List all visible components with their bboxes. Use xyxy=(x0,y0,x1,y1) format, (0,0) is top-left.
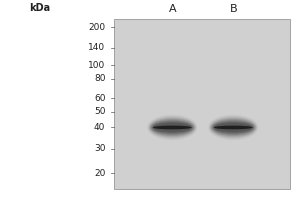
Ellipse shape xyxy=(212,120,254,134)
Ellipse shape xyxy=(152,121,193,134)
Ellipse shape xyxy=(212,120,255,135)
Text: 50: 50 xyxy=(94,107,105,116)
Text: 30: 30 xyxy=(94,144,105,153)
Ellipse shape xyxy=(213,121,254,134)
Ellipse shape xyxy=(211,119,255,136)
Text: B: B xyxy=(230,4,237,14)
Text: 80: 80 xyxy=(94,74,105,83)
Ellipse shape xyxy=(150,118,195,137)
Text: 40: 40 xyxy=(94,123,105,132)
Text: kDa: kDa xyxy=(29,3,51,13)
Text: 60: 60 xyxy=(94,94,105,103)
Text: 140: 140 xyxy=(88,43,105,52)
Ellipse shape xyxy=(214,126,253,129)
Ellipse shape xyxy=(150,119,194,136)
Ellipse shape xyxy=(210,117,256,138)
Text: 20: 20 xyxy=(94,169,105,178)
Bar xyxy=(114,19,290,189)
Ellipse shape xyxy=(152,122,192,133)
Ellipse shape xyxy=(151,120,194,135)
Text: 100: 100 xyxy=(88,61,105,70)
Ellipse shape xyxy=(149,117,196,138)
Ellipse shape xyxy=(153,123,192,132)
Text: A: A xyxy=(169,4,176,14)
Ellipse shape xyxy=(213,122,253,133)
Ellipse shape xyxy=(151,120,193,134)
Ellipse shape xyxy=(214,123,253,132)
Text: 200: 200 xyxy=(88,23,105,32)
Ellipse shape xyxy=(153,126,192,129)
Ellipse shape xyxy=(211,118,256,137)
